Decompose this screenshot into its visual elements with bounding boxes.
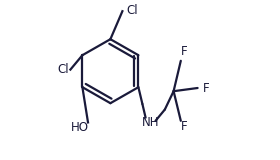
Text: Cl: Cl [57, 63, 69, 76]
Text: F: F [181, 120, 187, 133]
Text: HO: HO [71, 121, 89, 134]
Text: Cl: Cl [126, 4, 138, 17]
Text: F: F [181, 45, 187, 58]
Text: F: F [203, 82, 210, 95]
Text: NH: NH [142, 116, 159, 129]
